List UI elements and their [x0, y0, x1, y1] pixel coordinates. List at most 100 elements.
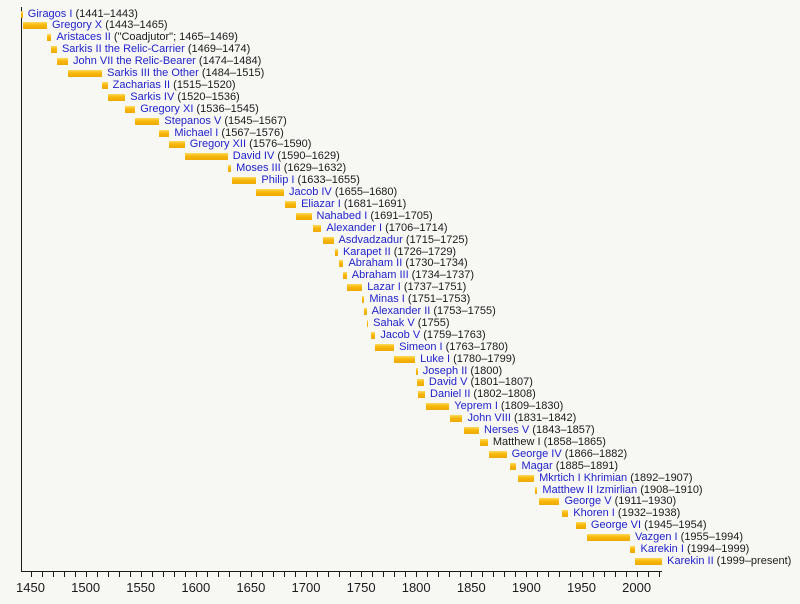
- person-name-link[interactable]: Sarkis IV: [130, 90, 175, 103]
- x-axis-tick: [228, 572, 230, 577]
- x-axis-tick: [184, 572, 186, 577]
- person-name-link[interactable]: Asdvadzadur: [338, 233, 403, 246]
- person-name-link[interactable]: Karekin I: [640, 543, 684, 555]
- reign-bar: [375, 343, 395, 351]
- person-name-link[interactable]: Mkrtich I Khrimian: [539, 471, 628, 484]
- person-name-link[interactable]: Lazar I: [367, 281, 401, 294]
- x-axis-tick-label: 1750: [346, 580, 376, 595]
- person-name-link[interactable]: Daniel II: [430, 388, 471, 401]
- person-name-link[interactable]: John VIII: [467, 412, 511, 425]
- reign-dates: (1737–1751): [400, 281, 467, 294]
- person-name-link[interactable]: Nerses V: [484, 424, 530, 436]
- reign-label: Sarkis II the Relic-Carrier (1469–1474): [62, 43, 250, 56]
- reign-dates: (1802–1808): [470, 388, 536, 401]
- x-axis-tick: [250, 572, 252, 577]
- person-name-link[interactable]: Magar: [521, 459, 553, 472]
- reign-bar: [480, 438, 488, 446]
- reign-dates: (1629–1632): [280, 162, 347, 175]
- person-name-link[interactable]: Abraham II: [348, 257, 403, 270]
- person-name-link[interactable]: Abraham III: [351, 269, 409, 282]
- x-axis-tick-label: 1500: [71, 580, 101, 595]
- x-axis-tick-label: 1450: [16, 580, 45, 595]
- reign-bar: [371, 331, 376, 339]
- person-name-link[interactable]: David IV: [232, 150, 275, 163]
- person-name-link[interactable]: Simeon I: [399, 340, 443, 353]
- x-axis-tick: [548, 572, 550, 577]
- reign-dates: (1681–1691): [340, 197, 407, 210]
- person-name-link[interactable]: Sahak V: [373, 316, 415, 329]
- reign-bar: [488, 450, 507, 458]
- reign-bar: [334, 248, 338, 256]
- reign-label: Karapet II (1726–1729): [343, 246, 456, 259]
- x-axis-tick-label: 1700: [291, 580, 321, 595]
- reign-bar: [102, 81, 108, 89]
- person-name-link[interactable]: David V: [428, 376, 468, 389]
- reign-dates: (1955–1994): [677, 531, 744, 544]
- x-axis-tick: [283, 572, 285, 577]
- person-name-link[interactable]: George IV: [511, 447, 562, 460]
- reign-dates: ("Coadjutor"; 1465–1469): [110, 31, 238, 44]
- reign-bar: [322, 236, 334, 244]
- person-name-link[interactable]: Stepanos V: [164, 114, 222, 127]
- person-name-link[interactable]: Sarkis III the Other: [107, 67, 199, 79]
- person-name-link[interactable]: Vazgen I: [634, 531, 678, 544]
- person-name-link[interactable]: Nahabed I: [316, 209, 368, 222]
- reign-bar: [509, 462, 517, 470]
- person-name-link[interactable]: Khoren I: [573, 507, 615, 520]
- reign-label: David IV (1590–1629): [233, 150, 340, 163]
- x-axis-tick: [482, 572, 484, 577]
- x-axis-tick: [129, 572, 131, 577]
- person-name-link[interactable]: Gregory X: [52, 19, 103, 32]
- person-name-link[interactable]: Eliazar I: [301, 197, 341, 210]
- reign-dates: (1751–1753): [404, 293, 471, 306]
- reign-label: Alexander II (1753–1755): [372, 305, 496, 318]
- reign-label: David V (1801–1807): [429, 376, 533, 389]
- person-name-link[interactable]: Matthew II Izmirlian: [542, 483, 638, 496]
- person-name-link[interactable]: Moses III: [236, 162, 281, 175]
- reign-label: Sahak V (1755): [373, 317, 449, 330]
- person-name-link[interactable]: Sarkis II the Relic-Carrier: [61, 43, 185, 56]
- person-name-link[interactable]: Gregory XI: [140, 102, 194, 115]
- reign-bar: [256, 189, 284, 196]
- y-axis-line: [20, 7, 22, 571]
- person-name-link[interactable]: Karekin II: [667, 554, 714, 567]
- person-name-link[interactable]: Philip I: [261, 174, 295, 187]
- person-name-link[interactable]: Jacob IV: [288, 186, 332, 198]
- person-name-link[interactable]: Karapet II: [342, 245, 391, 258]
- reign-label: Jacob V (1759–1763): [380, 329, 485, 342]
- reign-dates: (1520–1536): [174, 90, 240, 103]
- person-name-link[interactable]: George VI: [590, 519, 642, 532]
- person-name-link[interactable]: Gregory XII: [189, 138, 247, 151]
- x-axis-tick: [647, 572, 649, 577]
- x-axis-tick-label: 1850: [456, 580, 486, 595]
- person-name-link[interactable]: Joseph II: [422, 364, 468, 377]
- x-axis-tick: [30, 572, 32, 577]
- reign-dates: (1800): [467, 364, 503, 377]
- person-name-link[interactable]: Aristaces II: [56, 31, 111, 44]
- reign-bar: [184, 153, 228, 161]
- x-axis-tick: [614, 572, 616, 577]
- reign-dates: (1801–1807): [467, 376, 533, 389]
- person-name-text: Matthew I: [492, 435, 541, 448]
- x-axis-tick: [41, 572, 43, 577]
- reign-label: Giragos I (1441–1443): [28, 8, 138, 21]
- person-name-link[interactable]: Minas I: [369, 293, 405, 306]
- x-axis-tick: [394, 572, 396, 577]
- person-name-link[interactable]: Michael I: [174, 126, 219, 139]
- person-name-link[interactable]: Jacob V: [380, 328, 421, 341]
- x-axis-tick-label: 1550: [126, 580, 156, 595]
- x-axis-tick: [151, 572, 153, 577]
- person-name-link[interactable]: Zacharias II: [112, 78, 171, 91]
- reign-dates: (1932–1938): [614, 507, 681, 520]
- person-name-link[interactable]: George V: [564, 495, 612, 508]
- person-name-link[interactable]: Luke I: [420, 352, 451, 365]
- person-name-link[interactable]: Alexander II: [371, 305, 431, 317]
- x-axis-tick: [294, 572, 296, 577]
- person-name-link[interactable]: Yeprem I: [454, 400, 498, 413]
- person-name-link[interactable]: John VII the Relic-Bearer: [72, 55, 196, 68]
- x-axis-tick-label: 2000: [622, 580, 652, 595]
- person-name-link[interactable]: Alexander I: [326, 221, 383, 234]
- person-name-link[interactable]: Giragos I: [27, 7, 73, 20]
- reign-dates: (1892–1907): [627, 471, 693, 484]
